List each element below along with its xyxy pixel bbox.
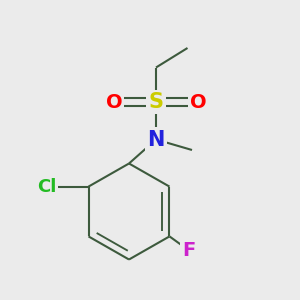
Text: S: S [148, 92, 164, 112]
Text: O: O [190, 92, 206, 112]
Text: F: F [182, 241, 196, 260]
Text: Cl: Cl [37, 178, 56, 196]
Text: N: N [147, 130, 165, 149]
Text: O: O [106, 92, 122, 112]
